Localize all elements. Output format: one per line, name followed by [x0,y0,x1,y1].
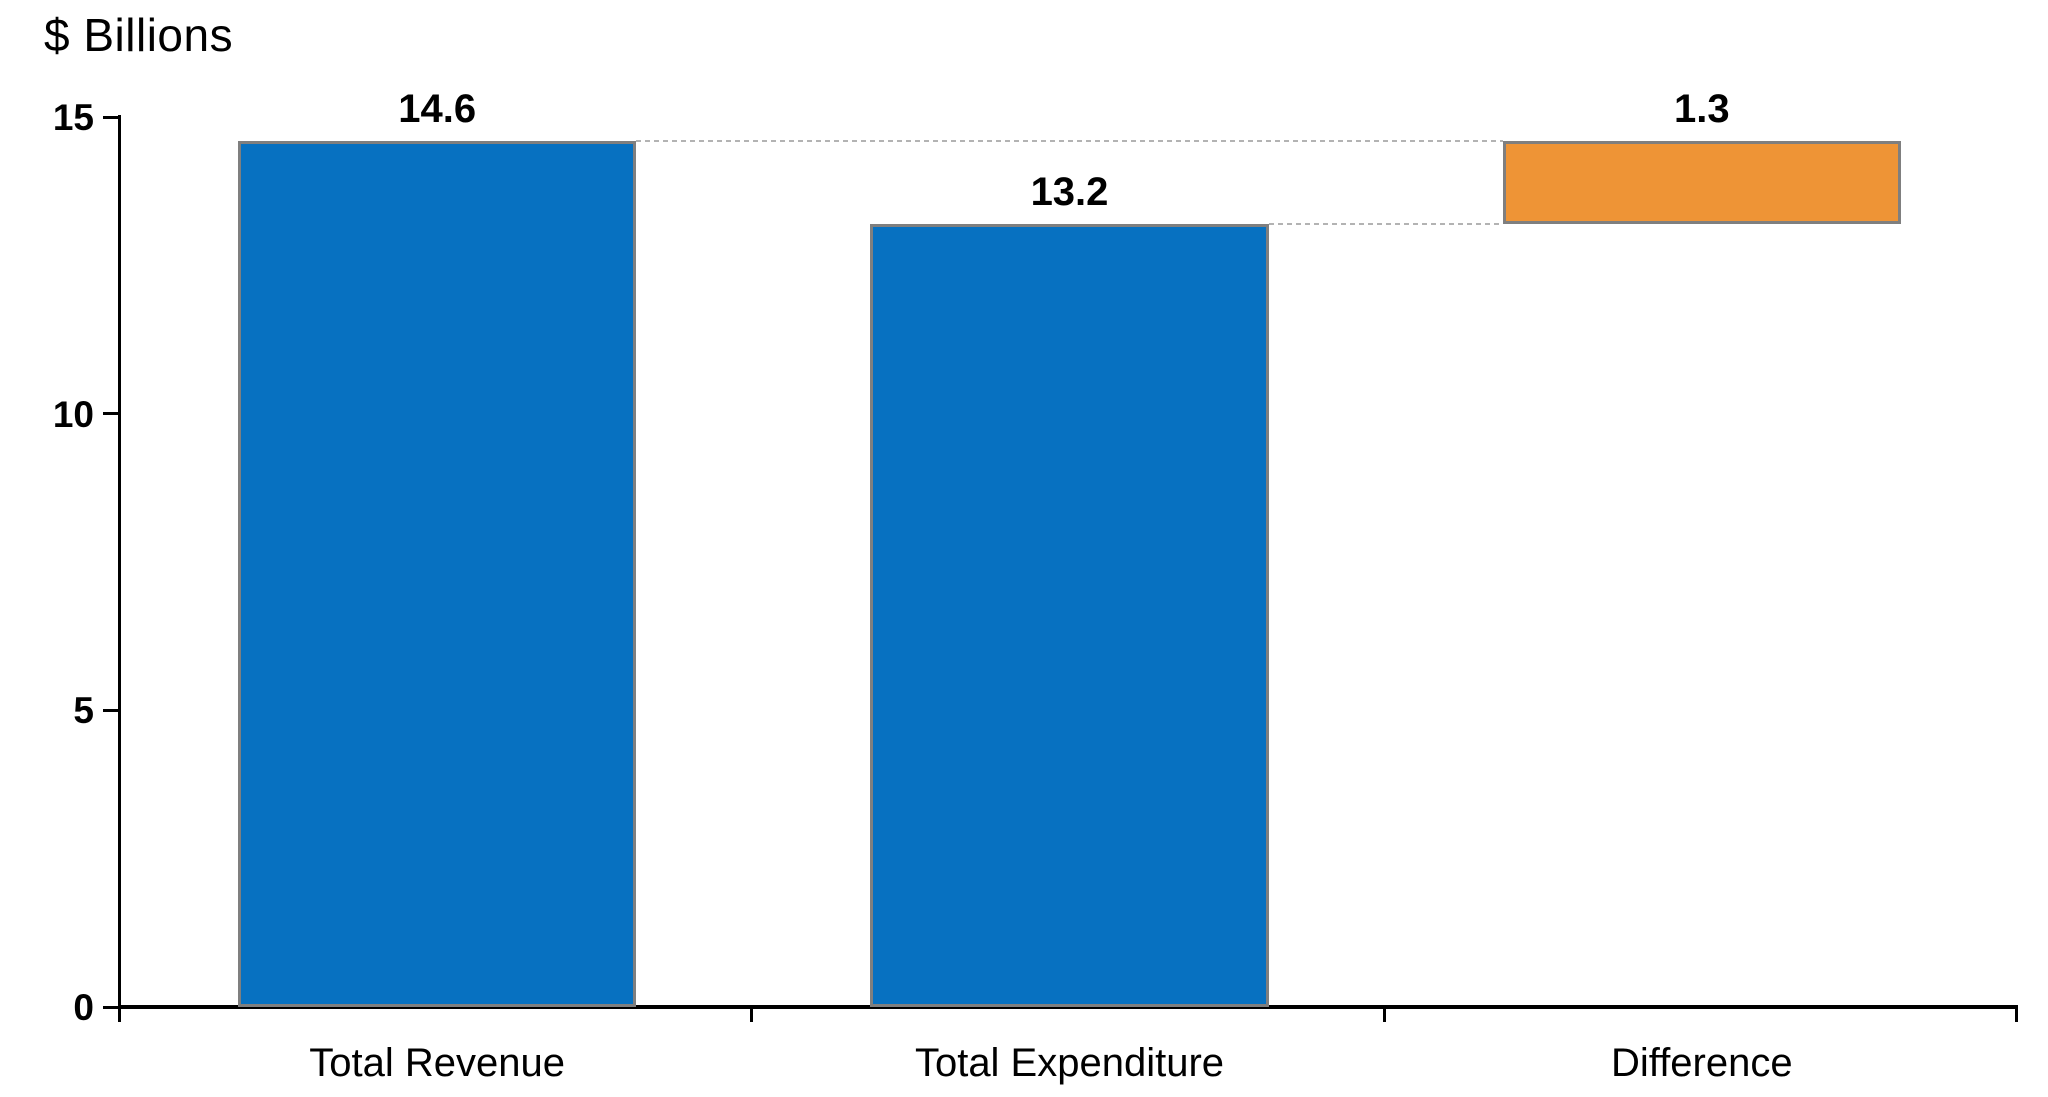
y-axis-tick [103,115,121,119]
y-axis-tick-label: 0 [73,987,94,1028]
x-axis-tick [1382,1007,1386,1022]
x-axis-tick [2015,1007,2018,1022]
chart-title: $ Billions [44,9,234,61]
data-label-total-expenditure: 13.2 [1030,169,1109,214]
connector-line [1268,222,1503,225]
bar-total-expenditure [870,223,1269,1007]
y-axis-tick [103,1005,121,1009]
data-label-total-revenue: 14.6 [398,86,477,131]
bar-difference [1502,140,1901,224]
category-label-total-revenue: Total Revenue [309,1041,566,1085]
data-label-difference: 1.3 [1674,86,1730,131]
y-axis [118,115,121,1013]
connector-line [636,139,1503,142]
y-axis-tick [103,412,121,416]
y-axis-tick-label: 10 [52,393,94,435]
x-axis-tick [750,1007,754,1022]
category-label-difference: Difference [1611,1041,1793,1085]
x-axis-tick [118,1007,121,1022]
bar-total-revenue [237,140,637,1007]
y-axis-tick [103,708,121,712]
category-label-total-expenditure: Total Expenditure [914,1041,1225,1085]
y-axis-tick-label: 5 [73,690,94,732]
x-axis [118,1005,2018,1009]
y-axis-tick-label: 15 [52,97,94,138]
